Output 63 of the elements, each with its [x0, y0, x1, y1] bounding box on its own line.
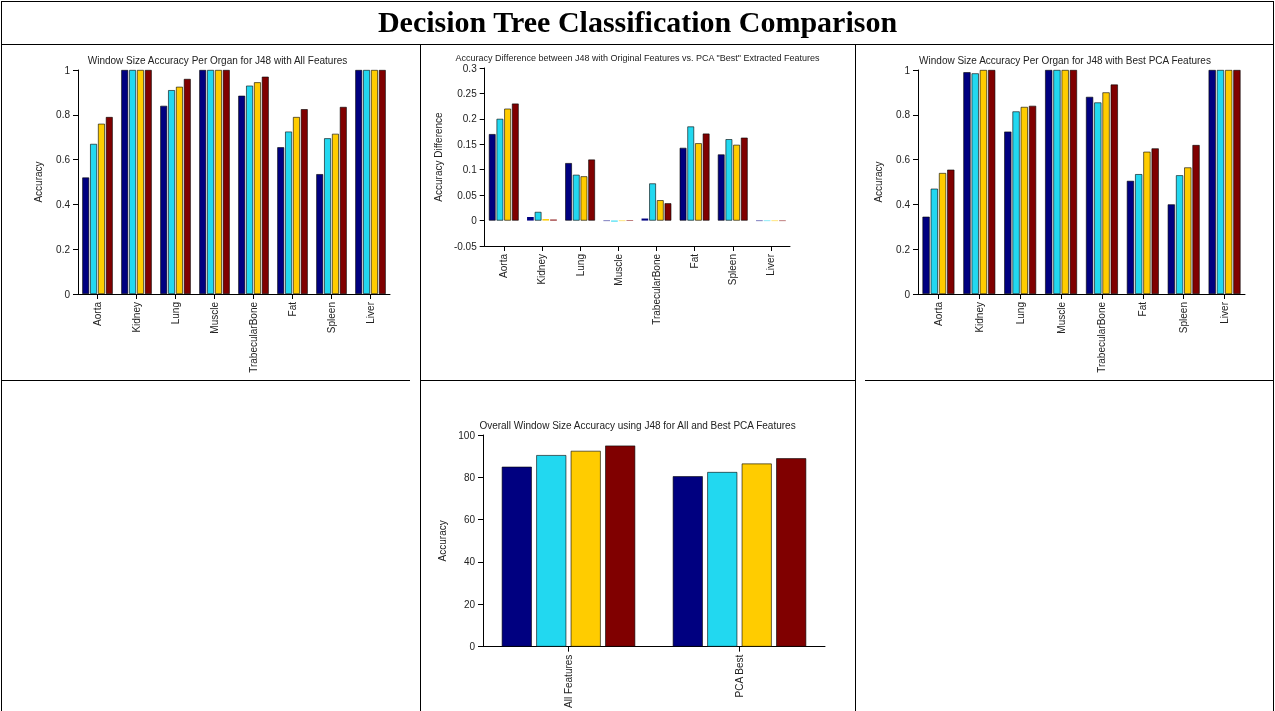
y-tick-label: 100: [458, 429, 476, 441]
y-tick-label: 20: [463, 598, 476, 610]
x-tick-label: Fat: [287, 301, 298, 317]
x-tick-label: Spleen: [1178, 302, 1190, 334]
y-tick-label: 40: [463, 556, 476, 568]
y-tick-label: 0.8: [56, 109, 71, 121]
y-tick-label: 0.15: [457, 138, 478, 150]
x-tick-label: Spleen: [727, 254, 739, 286]
x-tick-label: Liver: [1219, 301, 1231, 324]
y-tick-label: 0.6: [896, 154, 911, 166]
bar: [527, 217, 534, 221]
x-tick-label: Liver: [365, 301, 376, 324]
x-tick-label: Lung: [170, 302, 181, 325]
y-tick-label: -0.05: [453, 240, 478, 252]
chart-title: Accuracy Difference between J48 with Original Features vs. PCA "Best" Extracted Features: [455, 52, 820, 63]
y-tick-label: 0: [64, 288, 71, 300]
x-tick-label: All Features: [563, 654, 574, 708]
y-tick-label: 0.05: [457, 189, 478, 201]
y-tick-label: 0.1: [462, 164, 478, 176]
chart-title: Window Size Accuracy Per Organ for J48 with All Features: [87, 54, 348, 66]
y-tick-label: 1: [904, 64, 911, 76]
x-tick-label: Aorta: [92, 301, 103, 326]
y-tick-label: 0.2: [896, 243, 911, 255]
chart-title: Overall Window Size Accuracy using J48 for All and Best PCA Features: [479, 419, 796, 431]
y-tick-label: 1: [64, 64, 71, 76]
y-tick-label: 0: [904, 288, 911, 300]
y-axis-title: Accuracy: [872, 161, 884, 203]
y-tick-label: 0.3: [462, 62, 478, 74]
y-tick-label: 0.6: [56, 154, 71, 166]
y-tick-label: 0.4: [896, 198, 911, 210]
y-axis-title: Accuracy: [32, 161, 44, 203]
bar: [534, 211, 542, 221]
x-tick-label: Kidney: [973, 302, 985, 333]
y-tick-label: 0.8: [896, 109, 911, 121]
y-tick-label: 0: [469, 641, 476, 653]
x-tick-label: Lung: [1014, 302, 1026, 325]
x-tick-label: Muscle: [1055, 301, 1067, 334]
x-tick-label: TrabecularBone: [1096, 301, 1108, 373]
chart-title: Window Size Accuracy Per Organ for J48 with Best PCA Features: [919, 54, 1211, 66]
x-tick-label: TrabecularBone: [650, 253, 662, 325]
y-axis-title: Accuracy: [436, 520, 448, 562]
x-tick-label: Kidney: [536, 254, 548, 285]
y-tick-label: 0.25: [457, 87, 478, 99]
y-tick-label: 60: [463, 514, 476, 526]
y-axis-title: Accuracy Difference: [432, 111, 444, 202]
y-tick-label: 0: [471, 215, 478, 227]
x-tick-label: Muscle: [612, 253, 624, 286]
text: Decision Tree Classification Comparison: [376, 4, 899, 40]
x-tick-label: Spleen: [326, 302, 337, 334]
x-tick-label: Fat: [1137, 301, 1149, 317]
y-tick-label: 0.4: [56, 198, 71, 210]
y-tick-label: 0.2: [56, 243, 71, 255]
x-tick-label: Aorta: [498, 253, 510, 278]
y-tick-label: 80: [463, 471, 476, 483]
x-tick-label: PCA Best: [734, 654, 745, 698]
x-tick-label: Fat: [689, 253, 701, 269]
x-tick-label: Muscle: [209, 301, 220, 334]
x-tick-label: Kidney: [131, 302, 142, 333]
x-tick-label: TrabecularBone: [248, 301, 259, 373]
x-tick-label: Lung: [574, 254, 586, 277]
y-tick-label: 0.2: [462, 113, 478, 125]
x-tick-label: Liver: [765, 253, 777, 276]
x-tick-label: Aorta: [932, 301, 944, 326]
